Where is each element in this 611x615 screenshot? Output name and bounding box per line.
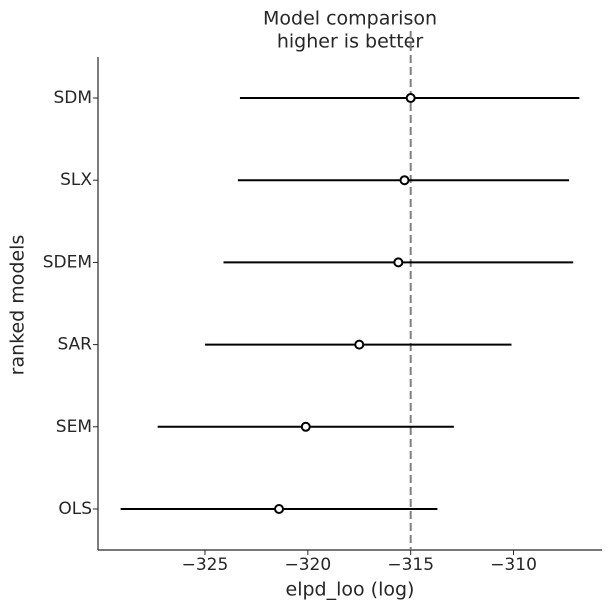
chart-subtitle: higher is better <box>277 31 424 53</box>
y-tick-label: SDEM <box>43 252 92 272</box>
x-axis-label: elpd_loo (log) <box>286 579 415 601</box>
point <box>354 339 365 350</box>
chart-title: Model comparison <box>263 8 437 30</box>
point <box>274 504 285 514</box>
x-tick-label: −315 <box>387 555 434 575</box>
point <box>405 93 416 103</box>
y-axis-label: ranked models <box>7 235 29 376</box>
y-tick-label: SLX <box>60 170 92 190</box>
y-tick-label: SAR <box>57 335 92 355</box>
x-tick-label: −310 <box>490 555 537 575</box>
point <box>300 421 311 432</box>
y-tick-label: SDM <box>53 88 92 108</box>
x-tick-label: −320 <box>284 555 331 575</box>
point <box>393 257 404 268</box>
y-tick-label: SEM <box>56 417 92 437</box>
x-tick-label: −325 <box>182 555 229 575</box>
point <box>399 175 410 186</box>
y-tick-label: OLS <box>58 499 92 519</box>
